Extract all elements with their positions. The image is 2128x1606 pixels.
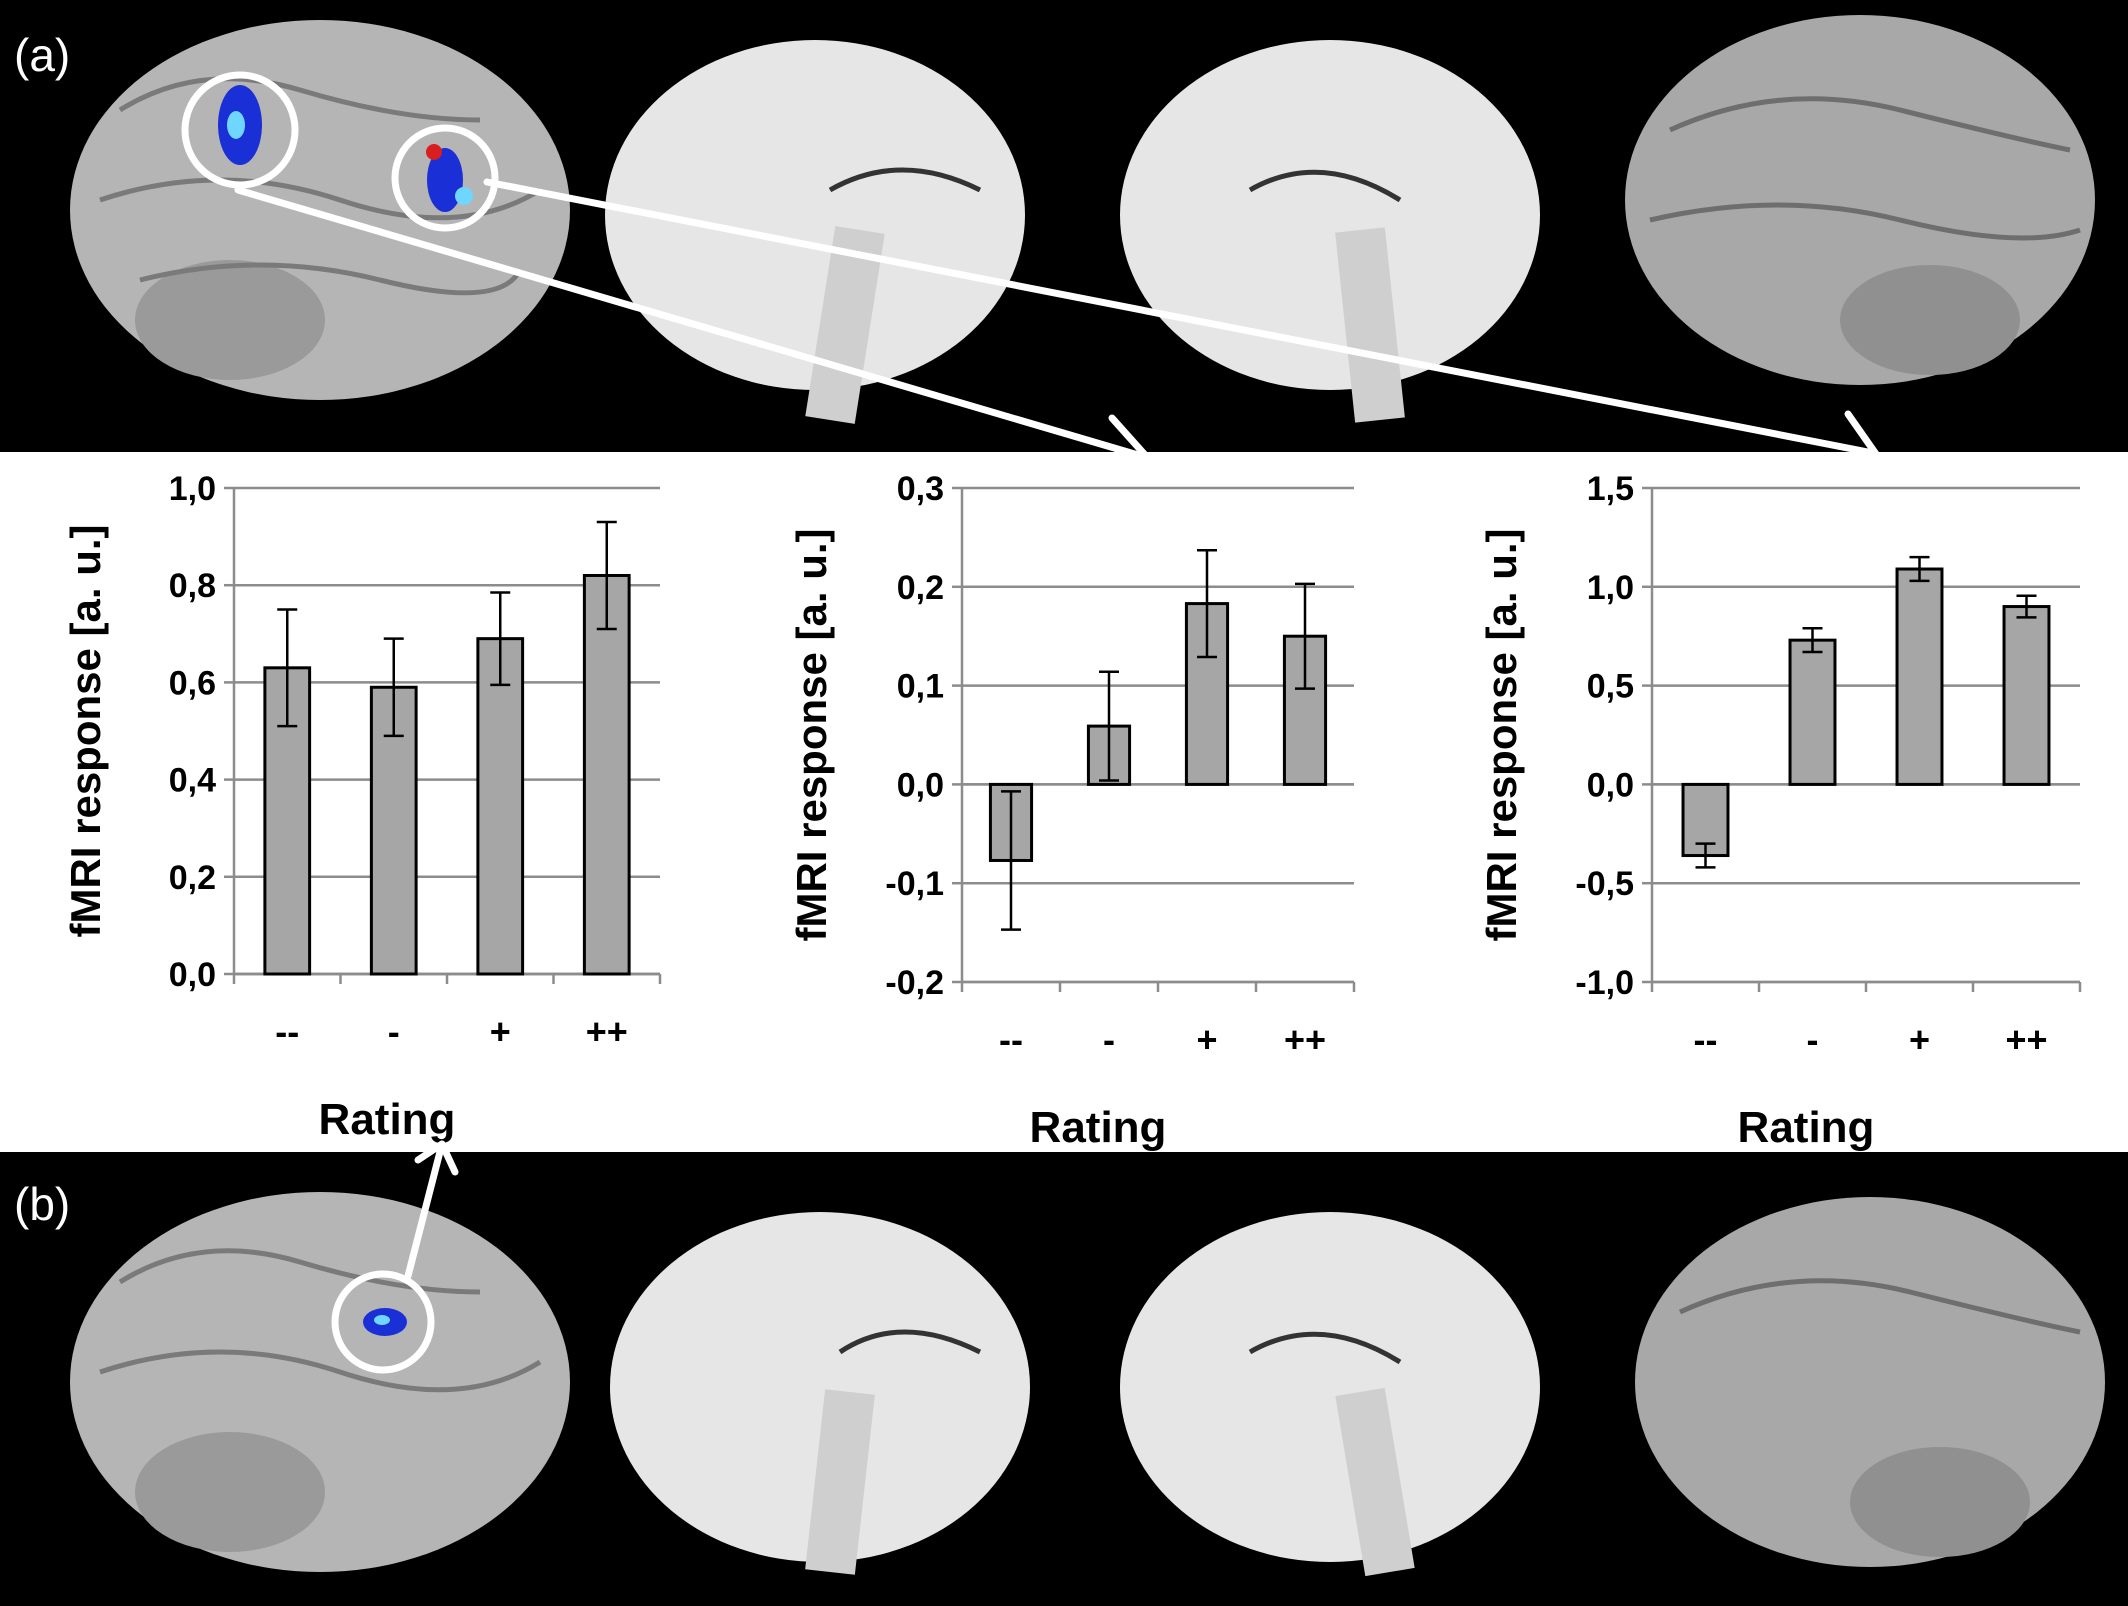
chart1-ytick-label: 0,2 <box>169 859 216 897</box>
chart1-ytick-label: 0,6 <box>169 664 216 702</box>
panel-label-b: (b) <box>14 1178 71 1230</box>
chart1-ytick-label: 1,0 <box>169 470 216 508</box>
brain-lateral-right-b <box>1635 1197 2105 1567</box>
chart1-y-axis-title: fMRI response [a. u.] <box>62 524 109 937</box>
arrow-to-chart-2 <box>234 186 1142 459</box>
charts-area: 0,0 0,2 0,4 0,6 0,8 1,0 -- - + ++ Rating fMRI respo… <box>0 452 2128 1152</box>
brain-renderings-row-a: (a) <box>0 0 2128 452</box>
chart3-category-label: + <box>1909 1019 1930 1060</box>
chart2-category-label: ++ <box>1284 1019 1326 1060</box>
chart2-category-label: -- <box>999 1019 1023 1060</box>
chart1-category-label: ++ <box>586 1011 628 1052</box>
arrowhead-chart-3 <box>1828 410 1880 470</box>
chart3-category-label: - <box>1807 1019 1819 1060</box>
activation-blob-2 <box>427 148 463 212</box>
chart3-ytick-label: 0,5 <box>1587 668 1634 706</box>
panel-label-a: (a) <box>14 29 71 81</box>
chart3-y-axis-title: fMRI response [a. u.] <box>1478 528 1525 941</box>
highlight-circle-2 <box>391 124 499 232</box>
brain-renderings-b-svg <box>70 1192 2105 1577</box>
chart1-x-axis-title: Rating <box>319 1095 456 1144</box>
brain-medial-left-a <box>605 40 1025 424</box>
chart3-x-axis-title: Rating <box>1738 1103 1875 1152</box>
chart2-x-axis-title: Rating <box>1030 1103 1167 1152</box>
chart2-y-axis-title: fMRI response [a. u.] <box>788 528 835 941</box>
chart3-ytick-label: -1,0 <box>1575 964 1634 1002</box>
chart3-ytick-label: 0,0 <box>1587 766 1634 804</box>
chart1-ytick-label: 0,4 <box>169 762 216 800</box>
chart3-bar <box>1788 638 1837 786</box>
chart3-ytick-label: -0,5 <box>1575 865 1634 903</box>
arrow-to-chart-3 <box>483 178 1872 456</box>
brain-renderings-row-b: (b) <box>0 1152 2128 1601</box>
brain-medial-left-b <box>610 1212 1030 1575</box>
brain-lateral-left-a <box>70 20 570 400</box>
brain-medial-right-b <box>1120 1212 1540 1577</box>
chart2-category-label: - <box>1103 1019 1115 1060</box>
chart1-ytick-label: 0,0 <box>169 956 216 994</box>
arrow-to-chart-1 <box>404 1140 446 1280</box>
chart3-ytick-label: 1,0 <box>1587 569 1634 607</box>
chart2-category-label: + <box>1196 1019 1217 1060</box>
highlight-circle-1 <box>181 71 299 189</box>
chart1-category-label: + <box>490 1011 511 1052</box>
brain-renderings-a-svg <box>70 15 2095 424</box>
chart3-ytick-label: 1,5 <box>1587 470 1634 508</box>
chart2-ytick-label: 0,2 <box>897 569 944 607</box>
chart3-bar <box>2002 605 2051 786</box>
brain-medial-right-a <box>1120 40 1540 423</box>
brain-lateral-left-b <box>70 1192 570 1572</box>
chart2-ytick-label: 0,1 <box>897 668 944 706</box>
chart1-bar <box>476 637 525 976</box>
highlight-circle-3 <box>331 1270 435 1374</box>
chart3-bar <box>1895 567 1944 786</box>
brain-lateral-right-a <box>1625 15 2095 385</box>
chart3-category-label: ++ <box>2005 1019 2047 1060</box>
chart1-bar <box>582 573 631 976</box>
chart1-ytick-label: 0,8 <box>169 567 216 605</box>
chart1-category-label: - <box>388 1011 400 1052</box>
arrowhead-chart-2 <box>1098 414 1150 476</box>
chart2-ytick-label: -0,1 <box>885 865 944 903</box>
arrowhead-chart-1 <box>414 1140 459 1176</box>
chart1-category-label: -- <box>275 1011 299 1052</box>
chart3-category-label: -- <box>1694 1019 1718 1060</box>
chart2-ytick-label: 0,3 <box>897 470 944 508</box>
chart2-ytick-label: 0,0 <box>897 766 944 804</box>
chart2-ytick-label: -0,2 <box>885 964 944 1002</box>
